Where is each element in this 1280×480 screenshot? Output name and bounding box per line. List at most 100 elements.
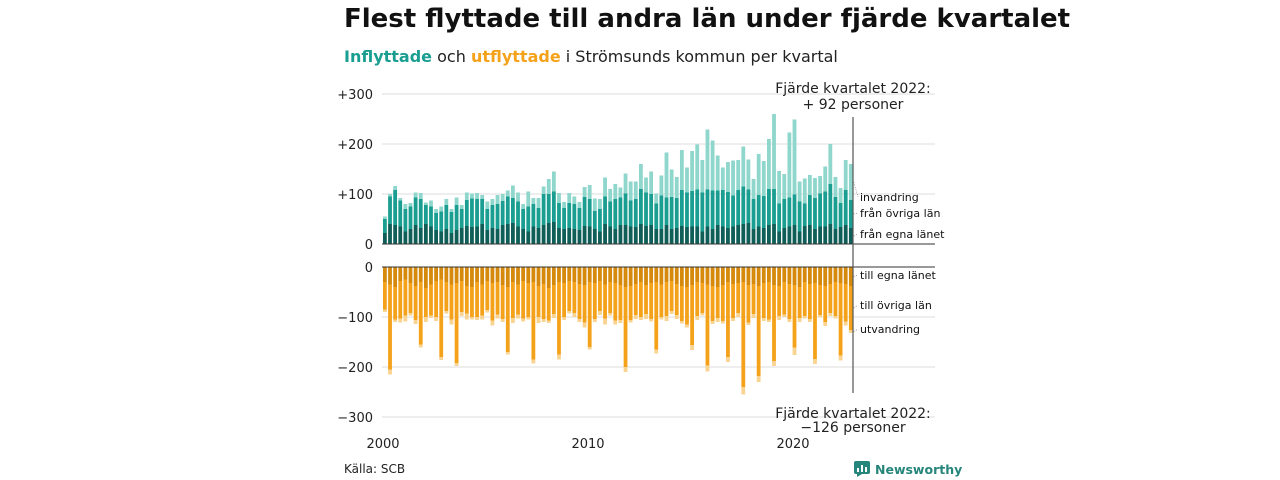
bar-in-2 <box>659 195 664 229</box>
bar-out-3 <box>741 387 746 395</box>
bar-out-1 <box>403 267 408 280</box>
bar-in-3 <box>700 160 705 193</box>
bar-out-3 <box>715 318 720 322</box>
bar-out-3 <box>490 320 495 326</box>
bar-in-1 <box>403 231 408 244</box>
bar-in-1 <box>413 225 418 244</box>
bar-out-2 <box>511 282 515 318</box>
bar-out-1 <box>393 267 398 287</box>
bar-out-2 <box>833 282 838 316</box>
bar-in-2 <box>715 190 720 225</box>
bar-in-2 <box>644 192 648 226</box>
bar-in-2 <box>700 192 705 232</box>
bar-in-3 <box>787 132 792 198</box>
bar-out-2 <box>792 285 797 348</box>
bar-out-2 <box>756 286 761 376</box>
bar-out-2 <box>383 282 387 310</box>
bar-in-3 <box>444 199 449 205</box>
y-tick-label-in: +300 <box>337 88 373 103</box>
bar-in-2 <box>454 205 459 230</box>
bar-in-2 <box>398 200 403 227</box>
y-tick-label-in: 0 <box>365 238 373 253</box>
bar-out-3 <box>413 320 418 324</box>
bar-in-2 <box>782 199 787 228</box>
bar-in-3 <box>659 175 664 196</box>
bar-out-3 <box>813 359 817 364</box>
bar-in-1 <box>485 230 490 244</box>
bar-out-3 <box>495 314 500 319</box>
bar-in-3 <box>813 178 817 198</box>
bar-in-1 <box>802 226 807 244</box>
bar-out-3 <box>546 320 551 323</box>
bar-out-1 <box>459 267 464 281</box>
bar-in-2 <box>388 196 392 224</box>
bar-out-1 <box>772 267 776 285</box>
bar-out-1 <box>516 267 520 285</box>
bar-in-3 <box>459 205 464 209</box>
bar-in-2 <box>633 199 638 227</box>
bar-out-1 <box>618 267 623 285</box>
bar-out-2 <box>664 282 669 316</box>
annotation-in-line2: + 92 personer <box>803 97 904 113</box>
bar-out-2 <box>690 285 694 345</box>
bar-in-1 <box>767 225 771 244</box>
subtitle-rest: i Strömsunds kommun per kvartal <box>560 47 838 66</box>
bar-in-2 <box>623 193 628 225</box>
bar-out-3 <box>669 311 674 314</box>
bar-out-2 <box>618 285 623 320</box>
bar-out-1 <box>613 267 618 283</box>
bar-out-3 <box>848 330 853 333</box>
bar-out-3 <box>485 310 490 313</box>
bar-out-1 <box>838 267 843 283</box>
bar-in-3 <box>418 193 423 199</box>
bar-in-3 <box>613 184 618 199</box>
bar-in-1 <box>418 228 423 244</box>
bar-in-1 <box>726 228 730 244</box>
bar-out-3 <box>516 314 520 319</box>
bar-out-3 <box>628 320 633 323</box>
bar-in-1 <box>787 226 792 244</box>
bar-in-1 <box>685 227 689 244</box>
bar-in-1 <box>592 229 597 244</box>
bar-out-1 <box>741 267 746 282</box>
bar-in-3 <box>449 209 454 212</box>
y-tick-label-out: −100 <box>337 311 373 326</box>
bar-out-2 <box>592 283 597 319</box>
bar-out-2 <box>751 284 756 314</box>
bar-in-2 <box>408 206 413 229</box>
bar-in-2 <box>685 192 689 227</box>
bar-out-3 <box>695 316 700 320</box>
bar-out-2 <box>516 284 520 315</box>
bar-in-2 <box>582 197 587 226</box>
bar-in-1 <box>669 229 674 244</box>
bar-out-2 <box>736 283 741 313</box>
bar-out-2 <box>551 285 556 314</box>
bar-in-2 <box>470 198 474 227</box>
bar-in-1 <box>408 229 413 244</box>
bar-out-2 <box>577 284 582 319</box>
bar-out-1 <box>777 267 782 286</box>
bar-in-3 <box>408 203 413 207</box>
bar-in-1 <box>551 222 556 244</box>
bar-in-1 <box>434 230 438 244</box>
bar-out-3 <box>475 317 479 320</box>
bar-out-3 <box>720 321 725 324</box>
bar-out-3 <box>679 321 684 324</box>
bar-in-3 <box>434 209 438 213</box>
bar-in-2 <box>418 199 423 228</box>
bar-in-2 <box>439 211 444 232</box>
bar-out-2 <box>393 287 398 320</box>
bar-in-1 <box>439 231 444 244</box>
bar-out-1 <box>690 267 694 285</box>
bar-in-2 <box>710 190 715 229</box>
bar-out-2 <box>521 281 526 319</box>
bar-in-2 <box>751 199 756 229</box>
bar-in-2 <box>649 194 654 225</box>
bar-in-2 <box>572 204 577 229</box>
bar-in-1 <box>587 226 592 244</box>
bar-out-2 <box>787 284 792 319</box>
bar-out-1 <box>700 267 705 283</box>
bar-in-3 <box>485 201 490 209</box>
bar-in-3 <box>383 216 387 219</box>
bar-in-2 <box>587 199 592 227</box>
